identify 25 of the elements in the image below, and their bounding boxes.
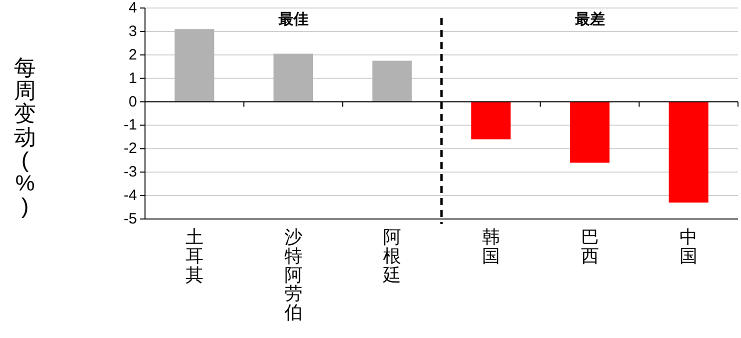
x-tick-label: 土耳其 (185, 227, 204, 285)
y-tick-label: 2 (128, 46, 137, 64)
bar (668, 102, 708, 203)
y-axis-title: 每周变动(%) (14, 55, 36, 219)
y-tick-label: -1 (124, 116, 137, 134)
bar (273, 54, 314, 102)
y-tick-label: 3 (128, 22, 137, 40)
x-tick-label: 韩国 (482, 227, 500, 266)
bar (570, 102, 610, 163)
x-tick-label: 巴西 (580, 227, 599, 266)
y-tick-label: -2 (124, 140, 137, 158)
bar (174, 29, 214, 102)
y-tick-label: -5 (124, 210, 137, 228)
y-tick-label: 1 (128, 70, 137, 87)
y-tick-label: 4 (128, 0, 137, 16)
y-tick-label: -4 (124, 187, 137, 204)
y-tick-label: 0 (128, 93, 137, 110)
bar (372, 60, 412, 102)
bar (471, 102, 511, 140)
annotation: 最佳 (277, 11, 308, 28)
x-tick-label: 中国 (680, 227, 698, 266)
y-tick-label: -3 (124, 164, 137, 181)
x-tick-label: 阿根廷 (382, 227, 402, 285)
annotation: 最差 (574, 11, 605, 28)
x-tick-label: 沙特阿劳伯 (283, 227, 302, 323)
